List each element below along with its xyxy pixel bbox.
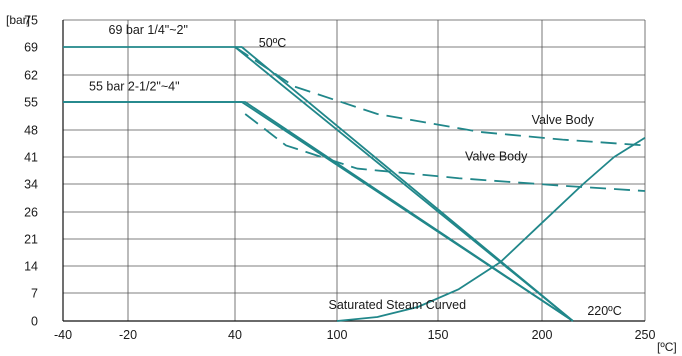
annotation-label: Valve Body [465, 150, 528, 164]
x-tick-label: 200 [532, 328, 553, 342]
series-lines [63, 46, 646, 322]
annotation-label: 50ºC [259, 36, 287, 50]
x-tick-label: 150 [428, 328, 449, 342]
y-tick-label: 14 [24, 260, 38, 274]
y-tick-label: 75 [24, 14, 38, 28]
x-tick-label: 100 [327, 328, 348, 342]
y-tick-label: 69 [24, 41, 38, 55]
annotation-label: 69 bar 1/4"~2" [109, 23, 188, 37]
y-tick-label: 26 [24, 206, 38, 220]
x-tick-label: -20 [119, 328, 137, 342]
x-unit-label: [ºC] [657, 340, 677, 354]
series-line-4 [63, 101, 574, 322]
y-tick-label: 41 [24, 151, 38, 165]
y-tick-label: 7 [31, 287, 38, 301]
x-tick-label: 40 [228, 328, 242, 342]
y-unit-label: [bar] [6, 13, 30, 27]
y-tick-label: 55 [24, 96, 38, 110]
series-line-1 [63, 46, 574, 322]
annotation-label: 55 bar 2-1/2"~4" [89, 79, 180, 93]
y-tick-label: 34 [24, 178, 38, 192]
x-tick-label: -40 [54, 328, 72, 342]
series-line-5 [234, 46, 646, 147]
y-tick-label: 48 [24, 124, 38, 138]
series-line-3 [234, 46, 574, 322]
axes [62, 20, 645, 322]
annotation-label: Saturated Steam Curved [329, 298, 467, 312]
x-tick-label: 250 [635, 328, 656, 342]
series-line-2 [63, 101, 574, 322]
y-tick-labels: 0 7 14 21 26 34 41 48 55 62 69 75 [24, 14, 38, 329]
y-tick-label: 62 [24, 69, 38, 83]
grid-lines [63, 19, 646, 321]
annotation-label: 220ºC [587, 304, 621, 318]
x-tick-labels: -40 -20 40 100 150 200 250 [54, 328, 656, 342]
chart-annotations: 69 bar 1/4"~2" 55 bar 2-1/2"~4" 50ºC Valve … [89, 23, 622, 318]
y-tick-label: 0 [31, 315, 38, 329]
y-tick-label: 21 [24, 233, 38, 247]
series-line-7 [336, 136, 646, 322]
annotation-label: Valve Body [532, 113, 595, 127]
series-line-6 [244, 113, 646, 192]
